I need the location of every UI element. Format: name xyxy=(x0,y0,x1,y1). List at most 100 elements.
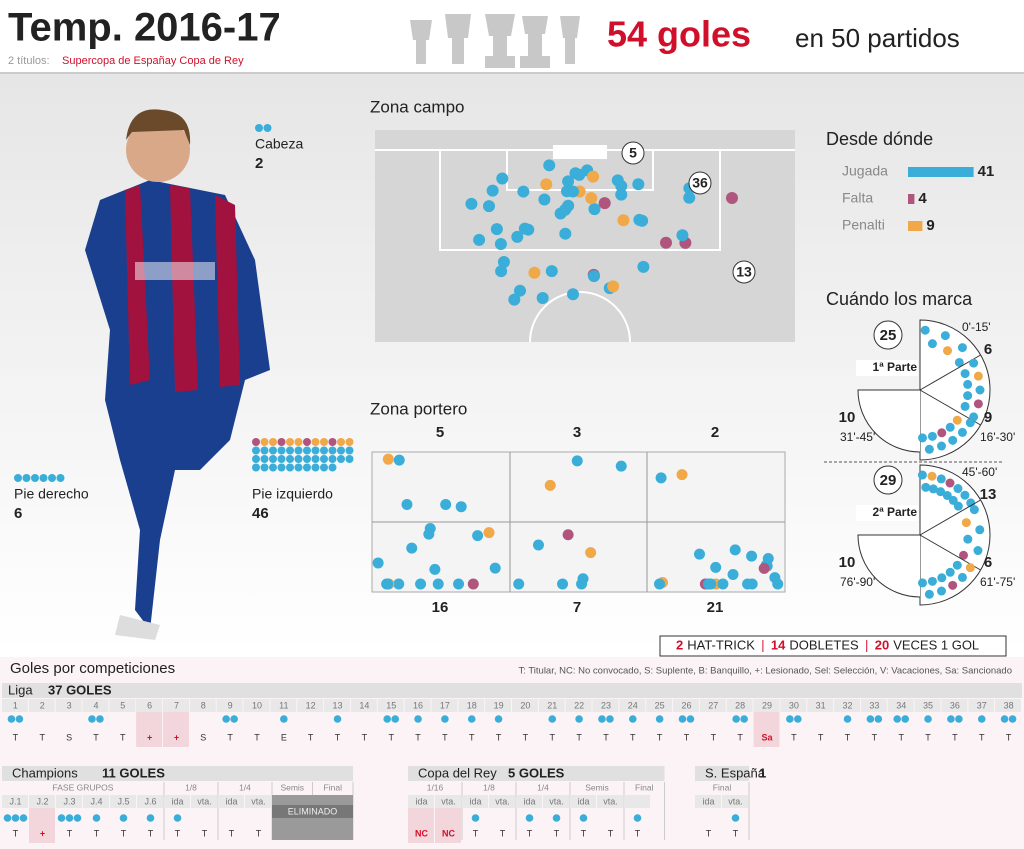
source-label: Jugada xyxy=(842,163,888,179)
goal-dot xyxy=(954,357,964,367)
goal-dot xyxy=(490,223,503,236)
goal-dot xyxy=(961,518,971,528)
match-label: 12 xyxy=(306,700,316,710)
match-label-bg xyxy=(435,795,461,808)
goal-dot xyxy=(441,715,449,723)
match-status: T xyxy=(523,732,529,742)
goal-dot xyxy=(263,124,272,132)
match-label-bg xyxy=(807,699,834,712)
goal-dot xyxy=(952,560,962,570)
goal-grid xyxy=(372,452,785,592)
goal-dot xyxy=(294,438,303,446)
match-label: vta. xyxy=(603,796,618,806)
match-label: 25 xyxy=(655,700,665,710)
match-status: T xyxy=(1006,732,1012,742)
goal-zone-count: 7 xyxy=(573,599,581,616)
match-label: 11 xyxy=(279,700,288,710)
match-status: T xyxy=(308,732,314,742)
match-label-bg xyxy=(834,699,860,712)
time-value: 6 xyxy=(984,341,992,358)
match-status: T xyxy=(496,732,502,742)
time-range: 16'-30' xyxy=(980,430,1015,444)
match-label-bg xyxy=(565,699,592,712)
goal-dot xyxy=(391,715,400,723)
match-label-bg xyxy=(995,699,1021,712)
goal-dot xyxy=(11,814,20,822)
match-status: T xyxy=(94,828,100,838)
goal-dot xyxy=(345,446,354,455)
trophies xyxy=(410,14,580,68)
goal-dot xyxy=(337,438,345,446)
match-status: T xyxy=(979,732,985,742)
goal-dot xyxy=(963,534,973,544)
match-label: 37 xyxy=(977,700,987,710)
goal-dot xyxy=(937,573,947,583)
half-label-bg xyxy=(856,360,918,376)
goal-zone-count: 2 xyxy=(711,424,719,441)
total-goals: 54 goles xyxy=(607,14,751,55)
match-label: vta. xyxy=(549,796,564,806)
match-label: vta. xyxy=(441,796,456,806)
goal-dot xyxy=(969,505,979,515)
goal-dot xyxy=(942,490,952,500)
zona-portero-title: Zona portero xyxy=(370,399,467,418)
goal-dot xyxy=(957,427,967,437)
match-status: T xyxy=(684,732,690,742)
match-status: T xyxy=(791,732,797,742)
match-label-bg xyxy=(55,699,82,712)
title: Temp. 2016-17 xyxy=(8,6,281,50)
goal-dot xyxy=(960,490,970,500)
match-label: J.4 xyxy=(90,796,102,806)
match-status: S xyxy=(200,732,206,742)
stage-name: 1/16 xyxy=(427,782,444,792)
goal-dot xyxy=(562,175,575,188)
match-status: T xyxy=(845,732,851,742)
match-label-bg xyxy=(297,699,324,712)
match-label: ida xyxy=(415,796,427,806)
source-bar xyxy=(908,194,915,204)
match-label: 10 xyxy=(252,700,262,710)
time-value: 9 xyxy=(984,409,992,426)
goal-dot xyxy=(252,455,260,463)
goal-dot xyxy=(311,446,320,455)
goal-dot xyxy=(496,172,509,185)
goal-dot xyxy=(927,339,937,349)
match-label-bg xyxy=(512,699,538,712)
match-status: T xyxy=(576,732,582,742)
goal-dot xyxy=(525,814,534,822)
goal-dot xyxy=(1000,715,1009,723)
eliminated: ELIMINADO xyxy=(288,806,338,816)
subtitle-prefix: 2 títulos: xyxy=(8,55,50,67)
goal-dot xyxy=(415,578,427,590)
goal-dot xyxy=(924,589,934,599)
desde-title: Desde dónde xyxy=(826,129,933,149)
goal-dot xyxy=(277,446,286,455)
goal-dot xyxy=(269,438,277,446)
goal-dot xyxy=(328,455,337,463)
goal-dot xyxy=(471,814,480,822)
match-label-bg xyxy=(458,699,485,712)
match-status: T xyxy=(469,732,475,742)
goal-dot xyxy=(277,463,286,472)
match-label-bg xyxy=(462,795,488,808)
goal-zone-count: 16 xyxy=(432,599,449,616)
match-label-bg xyxy=(968,699,995,712)
match-label: ida xyxy=(469,796,481,806)
goal-dot xyxy=(786,715,794,723)
goal-dot xyxy=(772,578,784,590)
match-label-bg xyxy=(28,699,55,712)
liga-total: 37 GOLES xyxy=(48,682,112,697)
goal-dot xyxy=(345,455,354,463)
goal-dot xyxy=(960,369,970,379)
goal-dot xyxy=(48,474,56,482)
cup-name: S. España xyxy=(705,765,766,780)
match-label-bg xyxy=(597,795,623,808)
match-label: 32 xyxy=(843,700,853,710)
summary-label: DOBLETES xyxy=(789,637,859,652)
goal-dot xyxy=(260,455,269,463)
match-status: T xyxy=(67,828,73,838)
goal-dot xyxy=(945,567,955,577)
goal-dot xyxy=(569,167,582,180)
cup-header xyxy=(2,766,353,781)
goal-dot xyxy=(548,715,557,723)
